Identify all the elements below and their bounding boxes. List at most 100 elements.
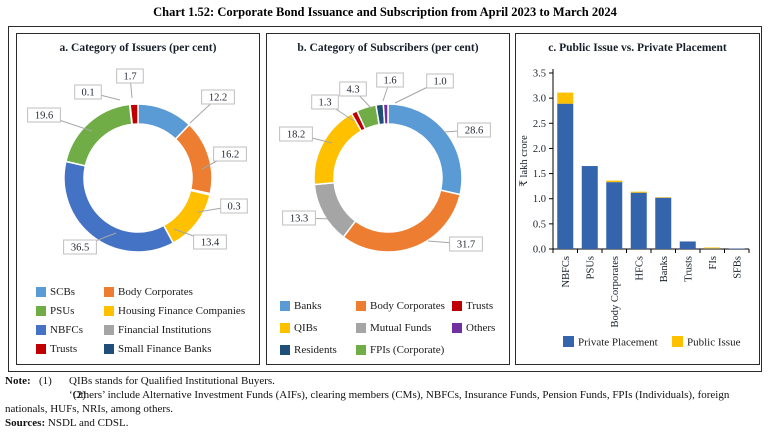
legend-label: Trusts — [50, 343, 78, 355]
data-label-qibs: 18.2 — [287, 130, 305, 141]
bar-private-placement-body-corporates — [606, 182, 623, 249]
legend-swatch-housing-finance-companies — [104, 306, 114, 316]
panel-c-title: c. Public Issue vs. Private Placement — [548, 42, 727, 54]
legend-item-psus: PSUs — [36, 305, 104, 317]
legend-item-financial-institutions: Financial Institutions — [104, 324, 245, 336]
legend-label: Mutual Funds — [370, 322, 432, 334]
legend-label: Housing Finance Companies — [118, 305, 246, 317]
legend-item-residents: Residents — [280, 344, 356, 356]
subscribers-donut-chart: 28.6 31.7 13.3 18.2 1.3 4.3 1.6 1.0 — [279, 72, 491, 253]
callout-box-body-corporates — [449, 236, 483, 252]
legend-swatch-body-corporates — [104, 287, 114, 297]
x-category-label: Body Corporates — [610, 256, 621, 327]
legend-item-small-finance-banks: Small Finance Banks — [104, 343, 245, 355]
legend-label: Body Corporates — [118, 286, 193, 298]
bar-private-placement-hfcs — [630, 192, 647, 249]
bar-public-issue-nbfcs — [557, 92, 574, 104]
legend-label: Others — [466, 322, 496, 334]
legend-label: PSUs — [50, 305, 75, 317]
y-axis-title: ₹ lakh crore — [519, 135, 530, 187]
bar-private-placement-banks — [655, 197, 672, 249]
sources-line: Sources: NSDL and CDSL. — [5, 416, 767, 430]
legend-swatch-others — [452, 323, 462, 333]
legend-item-nbfcs: NBFCs — [36, 324, 104, 336]
y-tick-label: 3.0 — [533, 94, 546, 105]
y-tick-label: 0.5 — [533, 219, 546, 230]
legend-item-housing-finance-companies: Housing Finance Companies — [104, 305, 245, 317]
donut-slice-others — [382, 103, 389, 125]
callout-box-scbs — [201, 89, 235, 105]
callout-box-nbfcs — [63, 239, 97, 255]
note-line-2: (2)‘Others’ include Alternative Investme… — [5, 388, 767, 416]
figure-frame: a. Category of Issuers (per cent) 12.2 16… — [8, 26, 762, 372]
donut-slice-psus — [64, 103, 133, 167]
legend-swatch-residents — [280, 345, 290, 355]
legend-swatch-banks — [280, 301, 290, 311]
bar-public-issue-hfcs — [630, 191, 647, 193]
legend-item-body-corporates: Body Corporates — [104, 286, 245, 298]
note-line-1: Note: (1) QIBs stands for Qualified Instit… — [5, 374, 767, 388]
callout-box-mutual-funds — [282, 210, 316, 226]
legend-swatch-qibs — [280, 323, 290, 333]
callout-box-financial-institutions — [220, 198, 248, 214]
bar-public-issue-fis — [704, 247, 721, 249]
y-tick-label: 2.0 — [533, 144, 546, 155]
legend-item-banks: Banks — [280, 300, 356, 312]
legend-item-others: Others — [452, 322, 495, 334]
note-2-number: (2) — [73, 389, 86, 401]
legend-label: NBFCs — [50, 324, 84, 336]
donut-slice-body-corporates — [342, 189, 462, 253]
donut-slice-qibs — [313, 112, 363, 186]
bar-public-issue-banks — [655, 197, 672, 198]
x-category-label: HFCs — [634, 256, 645, 281]
legend-label: Residents — [294, 344, 337, 356]
callout-box-qibs — [279, 126, 313, 142]
x-category-label: Trusts — [683, 256, 694, 282]
donut-slice-trusts — [129, 103, 139, 126]
callout-box-banks — [457, 122, 491, 138]
legend-swatch-scbs — [36, 287, 46, 297]
bar-public-issue-body-corporates — [606, 180, 623, 183]
donut-slice-body-corporates — [174, 123, 213, 195]
legend-label-private-placement: Private Placement — [578, 337, 658, 349]
x-category-label: SFBs — [732, 256, 743, 279]
x-category-label: PSUs — [585, 256, 596, 279]
legend-label: Small Finance Banks — [118, 343, 212, 355]
callout-box-small-finance-banks — [74, 84, 102, 100]
y-tick-label: 0.0 — [533, 245, 546, 256]
figure-title: Chart 1.52: Corporate Bond Issuance and … — [153, 5, 617, 19]
legend-swatch-small-finance-banks — [104, 344, 114, 354]
data-label-residents: 1.6 — [383, 76, 396, 87]
data-label-small-finance-banks: 0.1 — [81, 88, 94, 99]
panel-issuers: a. Category of Issuers (per cent) 12.2 16… — [16, 33, 260, 365]
issuers-legend: SCBs Body Corporates PSUs Housing Finance C… — [36, 286, 245, 355]
legend-item-qibs: QIBs — [280, 322, 356, 334]
data-label-body-corporates: 16.2 — [221, 150, 239, 161]
data-label-financial-institutions: 0.3 — [227, 202, 240, 213]
data-label-banks: 28.6 — [465, 126, 483, 137]
subscribers-legend: Banks Body Corporates Trusts QIBs Mutual Fun… — [280, 300, 495, 356]
data-label-body-corporates: 31.7 — [457, 240, 475, 251]
issue-type-bar-chart: 0.0 0.5 1.0 1.5 2.0 2.5 3.0 3.5 ₹ lakh crore NBFC… — [519, 69, 750, 349]
legend-swatch-private-placement — [563, 336, 574, 347]
panel-subscribers: b. Category of Subscribers (per cent) 28… — [266, 33, 510, 365]
legend-label: QIBs — [294, 322, 318, 334]
bar-private-placement-fis — [704, 248, 721, 249]
y-tick-label: 1.0 — [533, 194, 546, 205]
issuers-donut-chart: 12.2 16.2 0.3 13.4 36.5 19.6 0.1 1.7 — [27, 68, 248, 255]
panel-a-title: a. Category of Issuers (per cent) — [59, 42, 217, 54]
callout-box-trusts — [116, 68, 144, 84]
callout-box-residents — [376, 72, 404, 88]
legend-item-body-corporates: Body Corporates — [356, 300, 452, 312]
callout-box-housing-finance-companies — [193, 234, 227, 250]
sources-text: NSDL and CDSL. — [47, 417, 129, 429]
note-2-text: ‘Others’ include Alternative Investment … — [5, 389, 730, 415]
panel-issue-type: c. Public Issue vs. Private Placement 0.… — [515, 33, 760, 365]
legend-swatch-mutual-funds — [356, 323, 366, 333]
y-tick-label: 1.5 — [533, 169, 546, 180]
legend-swatch-body-corporates — [356, 301, 366, 311]
x-category-label: NBFCs — [561, 256, 572, 288]
note-1-text: QIBs stands for Qualified Institutional … — [69, 375, 275, 387]
data-label-trusts: 1.7 — [123, 72, 136, 83]
